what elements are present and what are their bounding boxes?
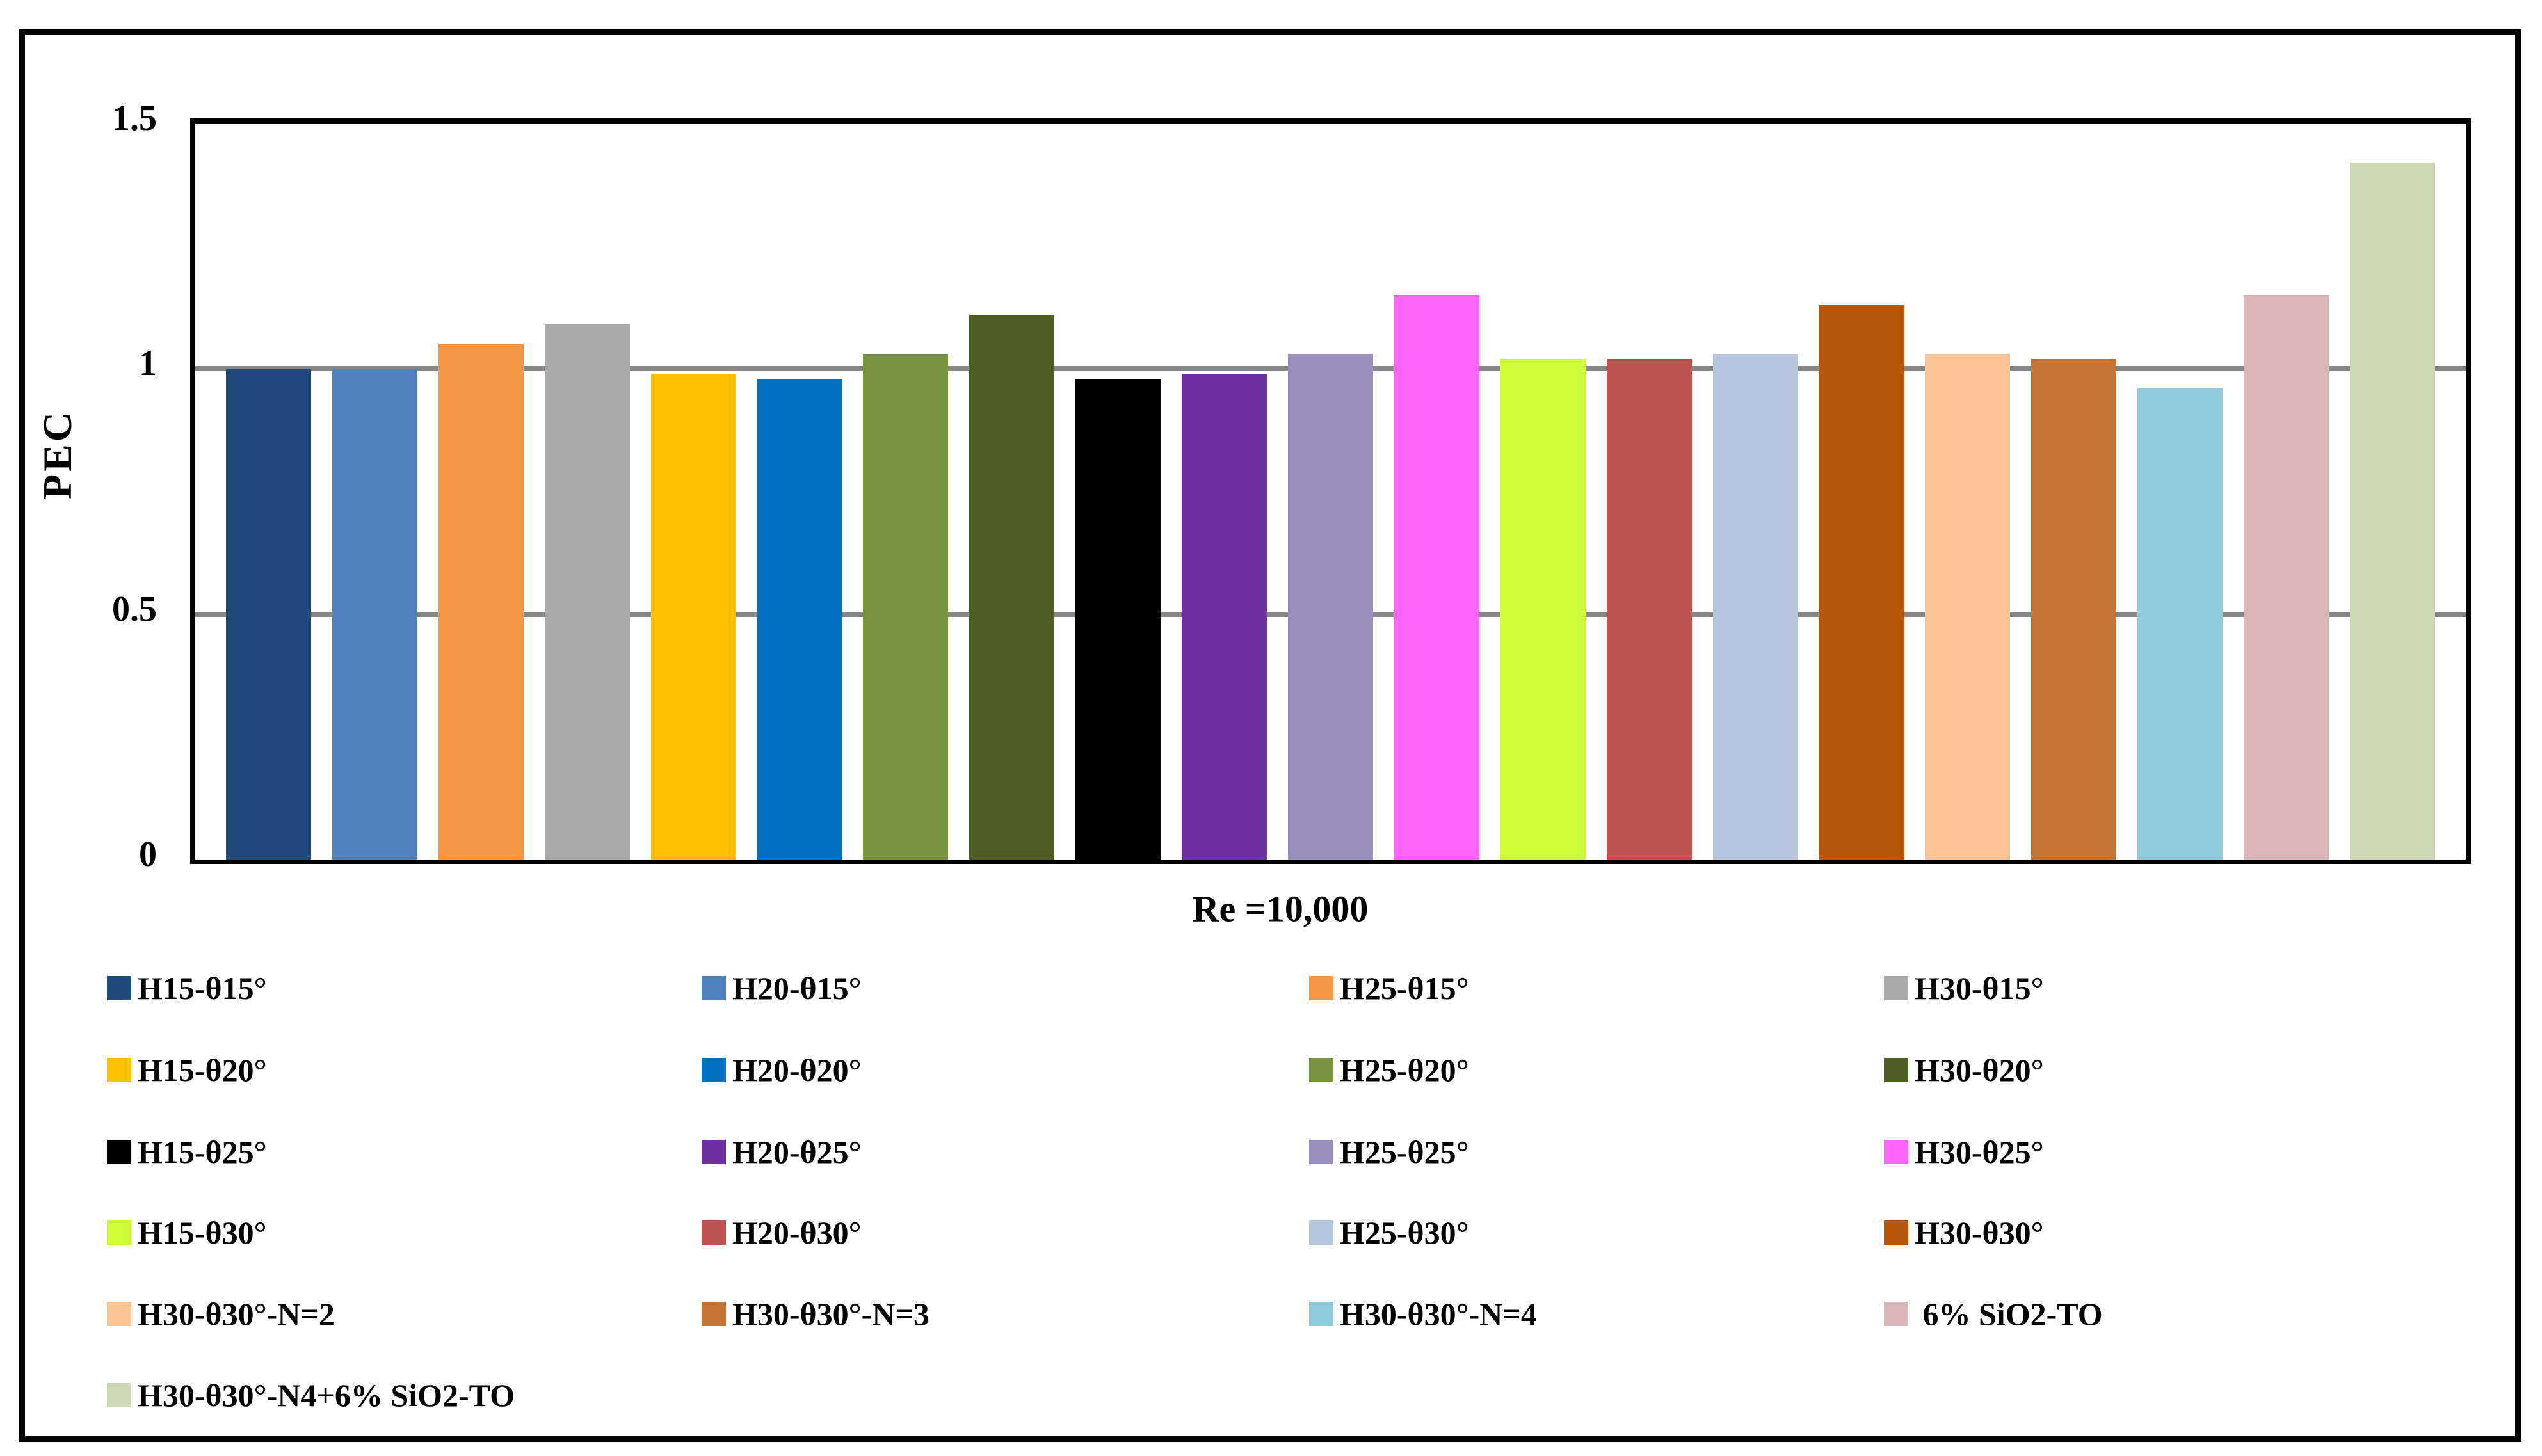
bar-h25-25 xyxy=(1288,354,1373,860)
legend-item-h25-15: H25-θ15° xyxy=(1309,970,1469,1006)
legend-item-h15-20: H15-θ20° xyxy=(107,1052,267,1088)
bar-h20-20 xyxy=(757,379,842,860)
legend-label-h15-15: H15-θ15° xyxy=(138,970,267,1006)
legend-label-h30-30-n-2: H30-θ30°-N=2 xyxy=(138,1296,335,1332)
legend-label-h20-20: H20-θ20° xyxy=(732,1052,862,1088)
x-axis-title: Re =10,000 xyxy=(1192,888,1369,930)
legend-item-h15-15: H15-θ15° xyxy=(107,970,267,1006)
legend-swatch-h30-25 xyxy=(1884,1140,1908,1164)
legend-swatch-h30-15 xyxy=(1884,976,1908,1000)
legend-item-h30-30-n4-6-sio2-to: H30-θ30°-N4+6% SiO2-TO xyxy=(107,1377,515,1413)
legend-item-h30-30: H30-θ30° xyxy=(1884,1215,2044,1251)
legend-item-h15-25: H15-θ25° xyxy=(107,1134,267,1170)
legend-swatch-h25-25 xyxy=(1309,1140,1333,1164)
legend-swatch-h30-30-n-2 xyxy=(107,1302,131,1326)
y-tick-label-0.5: 0.5 xyxy=(112,589,157,629)
legend-item-h30-30-n-3: H30-θ30°-N=3 xyxy=(702,1296,929,1332)
legend-item-h30-20: H30-θ20° xyxy=(1884,1052,2044,1088)
bar-h30-25 xyxy=(1394,295,1479,860)
legend-swatch-h20-30 xyxy=(702,1220,726,1245)
bar-h30-20 xyxy=(969,315,1055,860)
legend-item-h25-25: H25-θ25° xyxy=(1309,1134,1469,1170)
legend-swatch-h15-30 xyxy=(107,1220,131,1245)
bar-h30-30-n4-6-sio2-to xyxy=(2350,163,2435,860)
legend-swatch-h25-30 xyxy=(1309,1220,1333,1245)
legend-item-h30-25: H30-θ25° xyxy=(1884,1134,2044,1170)
bar-h30-30-n-2 xyxy=(1925,354,2011,860)
legend-label-h30-30-n4-6-sio2-to: H30-θ30°-N4+6% SiO2-TO xyxy=(138,1377,515,1413)
legend-item-h25-30: H25-θ30° xyxy=(1309,1215,1469,1251)
bar-h15-15 xyxy=(226,369,311,860)
legend-label-h20-15: H20-θ15° xyxy=(732,970,862,1006)
legend-item-h30-30-n-2: H30-θ30°-N=2 xyxy=(107,1296,335,1332)
legend-label-h30-30: H30-θ30° xyxy=(1915,1215,2044,1251)
legend-swatch-6-sio2-to xyxy=(1884,1302,1908,1326)
legend-swatch-h15-20 xyxy=(107,1058,131,1082)
legend-swatch-h25-20 xyxy=(1309,1058,1333,1082)
legend-swatch-h25-15 xyxy=(1309,976,1333,1000)
bar-h20-25 xyxy=(1182,374,1267,860)
legend-item-h20-15: H20-θ15° xyxy=(702,970,862,1006)
legend-label-h30-25: H30-θ25° xyxy=(1915,1134,2044,1170)
legend-label-h30-30-n-4: H30-θ30°-N=4 xyxy=(1340,1296,1537,1332)
legend-label-h30-30-n-3: H30-θ30°-N=3 xyxy=(732,1296,929,1332)
legend-swatch-h15-25 xyxy=(107,1140,131,1164)
legend-item-h20-30: H20-θ30° xyxy=(702,1215,862,1251)
legend-item-h15-30: H15-θ30° xyxy=(107,1215,267,1251)
legend-item-h20-20: H20-θ20° xyxy=(702,1052,862,1088)
legend-label-h20-30: H20-θ30° xyxy=(732,1215,862,1251)
legend-label-h30-15: H30-θ15° xyxy=(1915,970,2044,1006)
legend-label-h15-20: H15-θ20° xyxy=(138,1052,267,1088)
bar-h30-30-n-3 xyxy=(2031,359,2117,860)
figure-border xyxy=(19,29,2521,1442)
legend-swatch-h30-30-n-3 xyxy=(702,1302,726,1326)
legend-label-h25-20: H25-θ20° xyxy=(1340,1052,1469,1088)
legend-label-h15-30: H15-θ30° xyxy=(138,1215,267,1251)
legend-item-h25-20: H25-θ20° xyxy=(1309,1052,1469,1088)
y-tick-label-0: 0 xyxy=(139,835,157,874)
legend-swatch-h20-25 xyxy=(702,1140,726,1164)
legend-label-h20-25: H20-θ25° xyxy=(732,1134,862,1170)
legend-label-h30-20: H30-θ20° xyxy=(1915,1052,2044,1088)
bar-h30-15 xyxy=(544,324,630,860)
legend-swatch-h30-20 xyxy=(1884,1058,1908,1082)
legend-label-h25-25: H25-θ25° xyxy=(1340,1134,1469,1170)
bar-h15-20 xyxy=(650,374,736,860)
bar-h15-30 xyxy=(1500,359,1586,860)
legend-label-6-sio2-to: 6% SiO2-TO xyxy=(1915,1296,2103,1332)
legend-label-h25-15: H25-θ15° xyxy=(1340,970,1469,1006)
bar-h20-15 xyxy=(332,369,417,860)
legend-label-h25-30: H25-θ30° xyxy=(1340,1215,1469,1251)
bar-h25-30 xyxy=(1712,354,1798,860)
bar-h15-25 xyxy=(1075,379,1161,860)
bar-h30-30-n-4 xyxy=(2137,388,2223,860)
legend-swatch-h20-20 xyxy=(702,1058,726,1082)
y-tick-label-1.5: 1.5 xyxy=(112,99,157,138)
legend-item-6-sio2-to: 6% SiO2-TO xyxy=(1884,1296,2103,1332)
legend-item-h30-30-n-4: H30-θ30°-N=4 xyxy=(1309,1296,1537,1332)
bar-h25-20 xyxy=(863,354,949,860)
y-tick-label-1: 1 xyxy=(139,344,157,384)
legend-label-h15-25: H15-θ25° xyxy=(138,1134,267,1170)
legend-swatch-h30-30-n4-6-sio2-to xyxy=(107,1383,131,1407)
bar-h20-30 xyxy=(1606,359,1692,860)
legend-swatch-h30-30 xyxy=(1884,1220,1908,1245)
y-axis-title: PEC xyxy=(35,410,80,499)
bar-h25-15 xyxy=(438,344,524,860)
legend-swatch-h15-15 xyxy=(107,976,131,1000)
bar-h30-30 xyxy=(1819,305,1904,860)
plot-area xyxy=(190,118,2471,864)
legend-swatch-h20-15 xyxy=(702,976,726,1000)
legend-item-h20-25: H20-θ25° xyxy=(702,1134,862,1170)
legend-swatch-h30-30-n-4 xyxy=(1309,1302,1333,1326)
legend-item-h30-15: H30-θ15° xyxy=(1884,970,2044,1006)
bar-6-sio2-to xyxy=(2244,295,2329,860)
